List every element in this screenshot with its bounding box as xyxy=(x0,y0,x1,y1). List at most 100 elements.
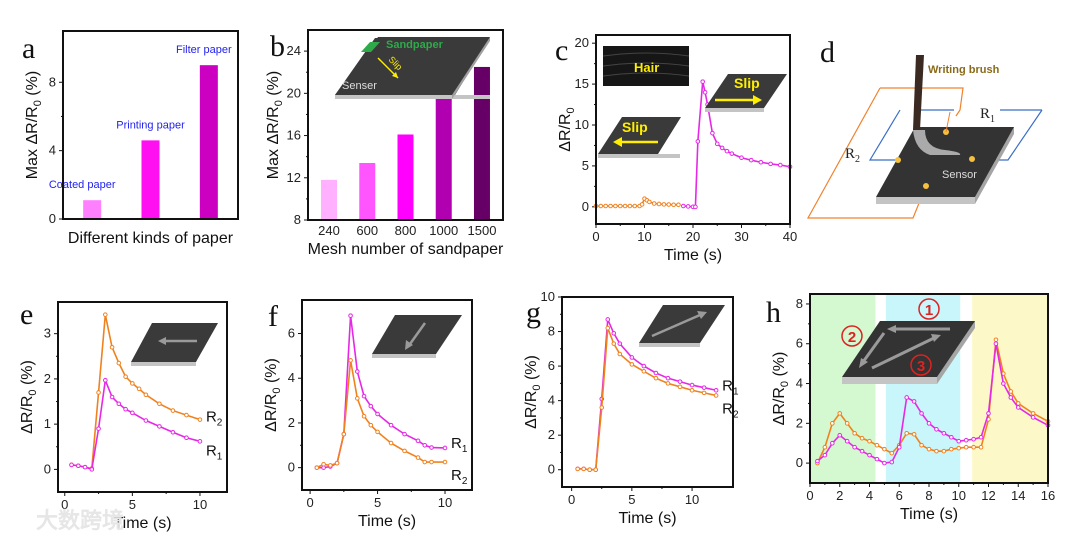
data-point xyxy=(956,445,962,451)
y-tick-label: 4 xyxy=(49,143,56,158)
data-point xyxy=(911,431,917,437)
data-point xyxy=(919,411,924,416)
data-point xyxy=(123,374,128,379)
data-point xyxy=(143,392,149,398)
data-point xyxy=(904,430,909,436)
data-point xyxy=(608,203,613,209)
data-point xyxy=(184,435,189,441)
y-label-prefix: Max xyxy=(24,145,41,180)
y-label-sub: 0 xyxy=(779,381,791,387)
bar-category-label: Filter paper xyxy=(176,44,232,56)
data-point xyxy=(701,390,707,396)
data-point xyxy=(963,437,969,443)
data-point xyxy=(96,390,101,395)
data-point xyxy=(713,387,719,393)
panel-label-f: f xyxy=(268,300,278,333)
series-label-sub: 1 xyxy=(217,451,223,462)
data-point xyxy=(896,444,902,450)
data-point xyxy=(361,413,367,419)
y-tick-label: 2 xyxy=(796,415,803,430)
plot-frame xyxy=(561,296,734,488)
y-tick-label: 0 xyxy=(49,211,56,226)
data-point xyxy=(422,459,428,465)
data-point xyxy=(768,161,773,167)
x-tick-label: 20 xyxy=(686,229,700,244)
y-tick-label: 16 xyxy=(287,128,301,143)
y-tick-label: 2 xyxy=(548,427,555,442)
data-point xyxy=(629,355,635,360)
y-tick-label: 8 xyxy=(548,324,555,339)
x-tick-label: 0 xyxy=(806,488,813,503)
data-point xyxy=(919,442,924,448)
step-2-badge xyxy=(841,325,863,347)
x-axis-label: Time (s) xyxy=(900,506,958,523)
x-tick-label: 12 xyxy=(981,488,995,503)
x-tick-label: 1000 xyxy=(429,223,458,238)
x-tick-label: 0 xyxy=(61,497,68,512)
data-point xyxy=(375,411,380,417)
data-point xyxy=(677,384,683,390)
data-point xyxy=(778,162,783,168)
data-point xyxy=(632,203,638,209)
inset-h-sequence: 1 2 3 xyxy=(841,298,975,384)
sensor-schematic: Writing brush R1 R2 Sensor xyxy=(806,55,1043,219)
data-point xyxy=(629,362,635,367)
data-point xyxy=(677,379,683,384)
sandpaper-icon xyxy=(361,42,380,52)
background-band xyxy=(810,294,876,483)
data-point xyxy=(956,438,962,444)
y-tick-label: 12 xyxy=(287,170,301,185)
writing-brush-label: Writing brush xyxy=(928,64,1000,76)
sandpaper-label: Sandpaper xyxy=(386,39,444,51)
x-axis-label: Mesh number of sandpaper xyxy=(308,241,504,258)
x-axis-label: Time (s) xyxy=(618,510,676,527)
data-point xyxy=(1008,389,1014,394)
data-point xyxy=(368,403,374,409)
inset-e-direction xyxy=(131,323,218,366)
data-point xyxy=(388,422,394,428)
data-point xyxy=(867,452,872,458)
data-point xyxy=(837,411,843,416)
data-point xyxy=(713,393,719,398)
data-point xyxy=(75,463,81,469)
y-tick-label: 4 xyxy=(796,376,803,391)
data-point xyxy=(748,157,754,163)
data-point xyxy=(321,461,326,467)
data-point xyxy=(415,455,421,460)
senser-label: Senser xyxy=(342,80,377,92)
sensor-label: Sensor xyxy=(942,169,977,181)
data-point xyxy=(627,203,633,209)
data-point xyxy=(613,203,618,209)
data-point xyxy=(724,148,730,154)
data-point xyxy=(758,159,764,165)
step-2-label: 2 xyxy=(848,329,856,346)
data-point xyxy=(639,202,645,207)
data-point xyxy=(442,445,448,451)
bar xyxy=(321,179,338,220)
inset-hair: Hair xyxy=(602,46,690,86)
x-tick-label: 40 xyxy=(783,229,797,244)
data-point xyxy=(116,360,122,366)
y-axis-label: ΔR/R0 (%) xyxy=(771,352,791,426)
watermark: 大数跨境 xyxy=(36,508,124,534)
x-tick-label: 10 xyxy=(685,492,699,507)
x-tick-label: 10 xyxy=(193,497,207,512)
y-tick-label: 4 xyxy=(288,370,295,385)
series-label-sub: 2 xyxy=(733,409,739,420)
bar xyxy=(83,200,102,219)
data-point xyxy=(96,426,101,431)
y-tick-label: 0 xyxy=(288,460,295,475)
series-label-main: R xyxy=(451,435,462,452)
data-point xyxy=(375,429,380,435)
y-label-suffix: (%) xyxy=(523,355,540,384)
data-point xyxy=(993,337,999,343)
data-point xyxy=(123,406,128,412)
y-tick-label: 0 xyxy=(796,455,803,470)
y-tick-label: 6 xyxy=(288,326,295,341)
plot-frame xyxy=(301,299,473,491)
panel-label-c: c xyxy=(555,34,568,67)
y-axis-label: ΔR/R0 (%) xyxy=(263,358,283,432)
